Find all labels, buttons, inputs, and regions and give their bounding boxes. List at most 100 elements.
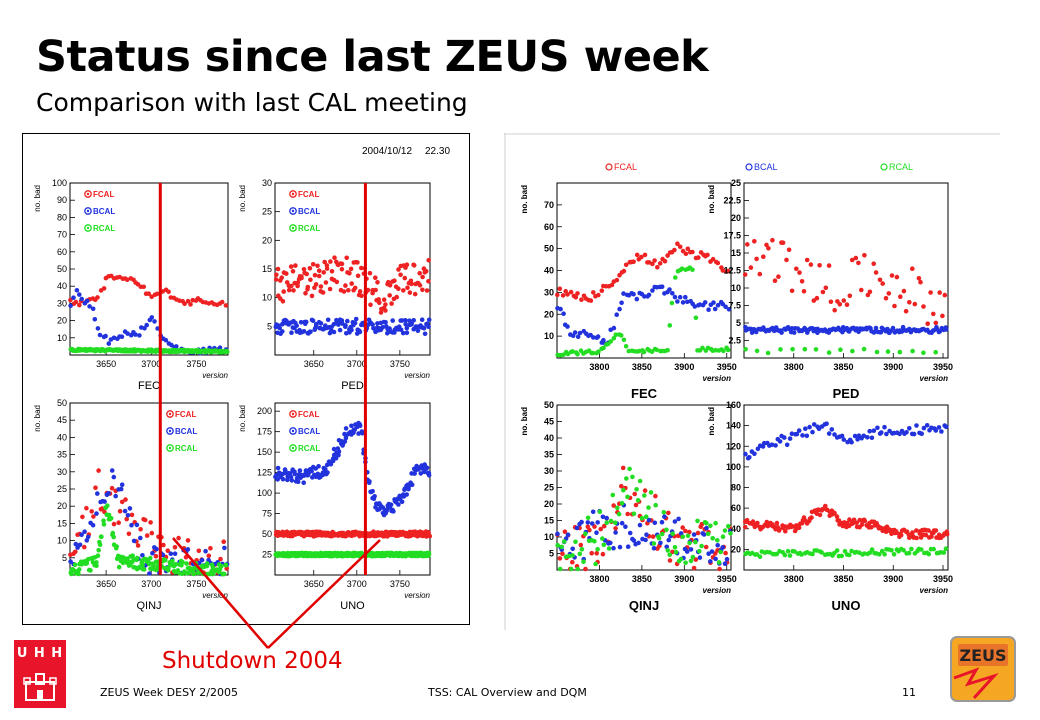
right-QINJ-fcal-point [562, 529, 568, 534]
right-QINJ-fcal-point [650, 534, 656, 539]
left-QINJ-rcal-point [223, 562, 229, 568]
right-UNO-fcal-point [809, 515, 814, 520]
right-PED-fcal-point [849, 257, 855, 263]
left-PED-fcal-point [352, 285, 358, 291]
left-QINJ-fcal-point [117, 508, 123, 514]
left-QINJ-bcal-point [106, 491, 111, 496]
left-QINJ-fcal-point [208, 546, 213, 551]
right-FEC-xtick-label: 3900 [674, 362, 694, 372]
right-FEC-fcal-point [621, 268, 627, 274]
left-FEC-rcal-point [224, 349, 230, 355]
right-FEC-fcal-point [677, 244, 683, 250]
left-QINJ-rcal-point [95, 553, 101, 558]
left-QINJ-rcal-point [77, 567, 82, 572]
left-QINJ-xtick-label: 3700 [141, 579, 161, 589]
left-QINJ-fcal-point [124, 516, 129, 522]
left-UNO-ytick-label: 75 [262, 509, 272, 519]
right-PED-ytick-label: 2.5 [728, 336, 741, 346]
left-UNO-legend-dot [291, 446, 295, 450]
right-PED-ytick-label: 15 [731, 248, 741, 258]
right-QINJ-rcal-point [672, 545, 678, 550]
right-QINJ-rcal-point [583, 531, 588, 537]
right-FEC-bcal-point [659, 284, 665, 289]
left-FEC-bcal-point [119, 334, 125, 339]
left-PED-fcal-point [357, 289, 363, 294]
left-FEC-legend-marker [84, 190, 92, 198]
left-FEC-panel: 10 20 30 40 50 60 70 80 90 100 3650 3700 3750 version… [33, 178, 230, 392]
right-QINJ-ytick-label: 50 [544, 400, 554, 410]
left-QINJ-rcal-point [97, 539, 102, 545]
right-FEC-bcal-point [577, 330, 583, 336]
right-FEC-rcal-point [649, 349, 655, 354]
right-UNO-bcal-point [875, 425, 880, 431]
right-QINJ-rcal-point [634, 487, 639, 492]
right-UNO-rcal-point [867, 550, 873, 556]
right-UNO-rcal-point [891, 552, 897, 557]
right-UNO-fcal-point [817, 512, 823, 518]
right-UNO-rcal-point [785, 548, 791, 554]
left-PED-fcal-point [280, 299, 286, 304]
right-QINJ-fcal-point [560, 551, 565, 556]
right-UNO-fcal-point [854, 520, 860, 526]
right-UNO-fcal-point [914, 528, 919, 533]
left-QINJ-rcal-point [217, 566, 223, 572]
right-legend-marker [745, 163, 753, 171]
right-FEC-rcal-point [721, 348, 726, 354]
left-QINJ-ytick-label: 15 [57, 518, 67, 528]
right-PED-fcal-point [820, 289, 826, 295]
left-PED-bcal-point [277, 325, 282, 331]
right-PED-ylabel: no. bad [707, 185, 716, 214]
right-QINJ-xtick-label: 3800 [589, 574, 609, 584]
right-PED-ytick-label: 25 [731, 178, 741, 188]
left-UNO-bcal-point [357, 421, 362, 427]
left-QINJ-bcal-point [127, 506, 133, 511]
right-QINJ-rcal-point [619, 501, 625, 506]
right-PED-bcal-point [890, 325, 896, 331]
right-UNO-ytick-label: 160 [726, 400, 741, 410]
left-PED-legend-label: RCAL [298, 224, 320, 233]
right-QINJ-fcal-point [667, 558, 673, 563]
right-PED-ytick-label: 10 [731, 283, 741, 293]
right-legend-label: BCAL [754, 162, 778, 172]
right-FEC-rcal-point [596, 349, 601, 354]
right-FEC-fcal-point [631, 259, 636, 264]
left-QINJ-xtick-label: 3750 [186, 579, 206, 589]
right-UNO-fcal-point [917, 531, 923, 536]
right-UNO-bcal-point [911, 431, 917, 437]
right-PED-fcal-point [797, 270, 802, 275]
right-QINJ-bcal-point [646, 517, 652, 523]
right-UNO-rcal-point [906, 550, 912, 556]
left-QINJ-bcal-point [122, 508, 128, 514]
right-QINJ-fcal-point [598, 526, 603, 532]
right-QINJ-ytick-label: 40 [544, 433, 554, 443]
right-PED-bcal-point [789, 326, 795, 331]
left-QINJ-xtick-label: 3650 [96, 579, 116, 589]
left-PED-fcal-point [420, 287, 425, 293]
left-PED-bcal-point [422, 331, 428, 337]
right-FEC-fcal-point [662, 258, 668, 264]
right-UNO-ylabel: no. bad [707, 407, 716, 436]
right-QINJ-fcal-point [619, 483, 624, 489]
right-QINJ-rcal-point [601, 542, 607, 548]
left-FEC-xtick-label: 3750 [186, 359, 206, 369]
right-FEC-fcal-point [609, 282, 615, 288]
left-QINJ-fcal-point [93, 485, 98, 491]
right-FEC-bcal-point [702, 300, 708, 305]
left-PED-fcal-point [286, 287, 292, 293]
right-QINJ-rcal-point [573, 539, 578, 545]
left-FEC-bcal-point [95, 326, 101, 331]
right-QINJ-fcal-point [613, 526, 618, 531]
left-QINJ-bcal-point [94, 511, 99, 516]
right-QINJ-bcal-point [611, 545, 616, 551]
right-QINJ-rcal-point [579, 547, 585, 552]
left-QINJ-fcal-point [73, 549, 78, 555]
right-QINJ-rcal-point [687, 540, 692, 546]
left-PED-fcal-point [289, 283, 294, 289]
left-PED-title: PED [341, 380, 364, 392]
right-PED-fcal-point [942, 292, 948, 298]
left-QINJ-fcal-point [129, 512, 135, 518]
left-QINJ-bcal-point [95, 491, 100, 496]
right-QINJ-fcal-point [666, 510, 671, 516]
left-QINJ-ytick-label: 45 [57, 415, 67, 425]
right-UNO-bcal-point [861, 433, 866, 439]
